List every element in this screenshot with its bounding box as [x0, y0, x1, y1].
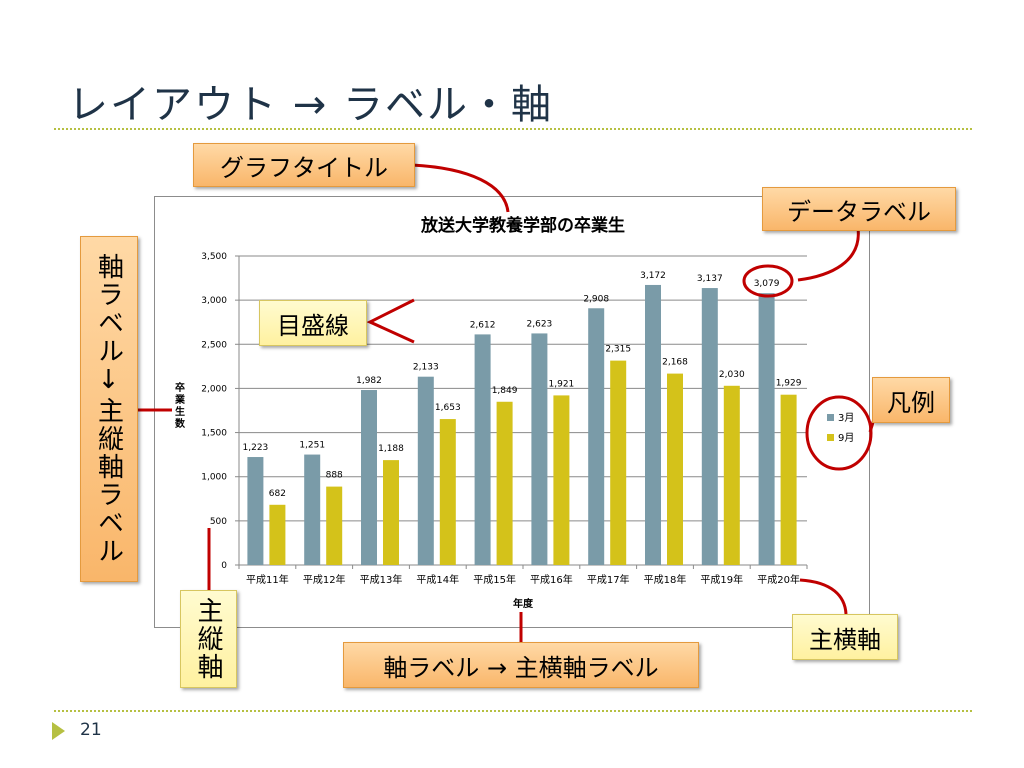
- data-label-march: 3,137: [697, 274, 723, 284]
- y-axis-label-char: 数: [175, 417, 186, 430]
- data-label-september: 1,921: [549, 379, 575, 389]
- bar-september: [780, 394, 797, 565]
- bar-march: [474, 334, 491, 565]
- data-label-march: 3,079: [754, 279, 780, 289]
- bar-march: [304, 454, 321, 565]
- bar-chart: 放送大学教養学部の卒業生 0 500 1,000 1,500 2,000 2,500 3,00…: [174, 215, 854, 610]
- data-label-march: 1,223: [243, 443, 269, 453]
- x-axis-label: 年度: [513, 597, 534, 610]
- legend-label-september: 9月: [838, 432, 854, 444]
- data-label-september: 1,849: [492, 386, 518, 396]
- bar-september: [269, 504, 286, 565]
- x-tick-label: 平成12年: [303, 573, 346, 586]
- y-tick-label: 500: [210, 517, 227, 527]
- data-label-march: 1,251: [299, 441, 325, 451]
- legend-swatch-march: [827, 414, 834, 421]
- callout-main-horizontal-axis: 主横軸: [792, 614, 898, 660]
- x-tick-label: 平成18年: [644, 573, 687, 586]
- slide-title: レイアウト → ラベル・軸: [68, 82, 553, 128]
- bar-september: [439, 419, 456, 565]
- bar-september: [496, 401, 513, 565]
- x-tick-label: 平成20年: [757, 573, 800, 586]
- callout-legend: 凡例: [872, 377, 950, 423]
- x-tick-label: 平成16年: [530, 573, 573, 586]
- chart-title: 放送大学教養学部の卒業生: [420, 215, 625, 236]
- bar-march: [645, 284, 661, 565]
- bar-september: [383, 460, 399, 565]
- bar-september: [610, 360, 627, 565]
- callout-gridline: 目盛線: [259, 300, 367, 346]
- data-label-march: 2,612: [470, 320, 496, 330]
- y-tick-label: 3,500: [201, 252, 227, 262]
- bar-september: [553, 395, 570, 565]
- data-label-september: 682: [269, 489, 286, 499]
- legend-label-march: 3月: [838, 412, 854, 424]
- bar-september: [723, 385, 740, 565]
- y-tick-label: 0: [221, 561, 227, 571]
- data-label-september: 2,315: [605, 345, 631, 355]
- title-divider: [54, 128, 972, 130]
- y-tick-label: 1,500: [201, 429, 227, 439]
- data-label-september: 888: [326, 471, 343, 481]
- triangle-bullet-icon: [52, 722, 65, 740]
- data-label-march: 2,133: [413, 363, 439, 373]
- bar-march: [247, 457, 264, 565]
- data-label-march: 3,172: [640, 271, 666, 281]
- footer-divider: [54, 710, 972, 712]
- bar-march: [701, 288, 718, 565]
- data-label-september: 1,929: [776, 379, 802, 389]
- bar-march: [588, 308, 605, 565]
- y-axis-label-char: 生: [175, 405, 185, 418]
- bar-september: [667, 373, 683, 565]
- bar-march: [417, 376, 434, 565]
- y-axis-label-char: 卒: [175, 381, 185, 394]
- x-tick-label: 平成11年: [246, 573, 289, 586]
- data-label-march: 2,908: [583, 294, 609, 304]
- y-axis-label-char: 業: [174, 393, 186, 406]
- data-label-september: 1,188: [378, 444, 404, 454]
- data-label-september: 2,030: [719, 370, 745, 380]
- callout-axis-label-horizontal: 軸ラベル → 主横軸ラベル: [343, 642, 699, 688]
- y-tick-label: 2,000: [201, 384, 227, 394]
- chart-frame: 放送大学教養学部の卒業生 0 500 1,000 1,500 2,000 2,500 3,00…: [154, 196, 870, 628]
- callout-main-vertical-axis: 主縦軸: [180, 590, 237, 688]
- x-tick-label: 平成15年: [473, 573, 516, 586]
- y-tick-label: 1,000: [201, 473, 227, 483]
- y-tick-label: 2,500: [201, 340, 227, 350]
- bar-september: [326, 486, 343, 565]
- y-tick-label: 3,000: [201, 296, 227, 306]
- data-label-september: 2,168: [662, 358, 688, 368]
- bar-march: [531, 333, 548, 565]
- bar-march: [758, 293, 775, 565]
- bar-march: [361, 390, 377, 565]
- data-label-september: 1,653: [435, 403, 461, 413]
- page-number: 21: [80, 720, 102, 740]
- data-label-march: 1,982: [356, 376, 382, 386]
- callout-data-label: データラベル: [762, 187, 956, 231]
- callout-graph-title: グラフタイトル: [193, 143, 415, 187]
- x-tick-label: 平成17年: [587, 573, 630, 586]
- x-tick-label: 平成19年: [700, 573, 743, 586]
- callout-axis-label-vertical: 軸ラベル↓主縦軸ラベル: [80, 236, 138, 582]
- data-label-march: 2,623: [527, 319, 553, 329]
- x-tick-label: 平成14年: [416, 573, 459, 586]
- legend-swatch-september: [827, 434, 834, 441]
- x-tick-label: 平成13年: [360, 573, 403, 586]
